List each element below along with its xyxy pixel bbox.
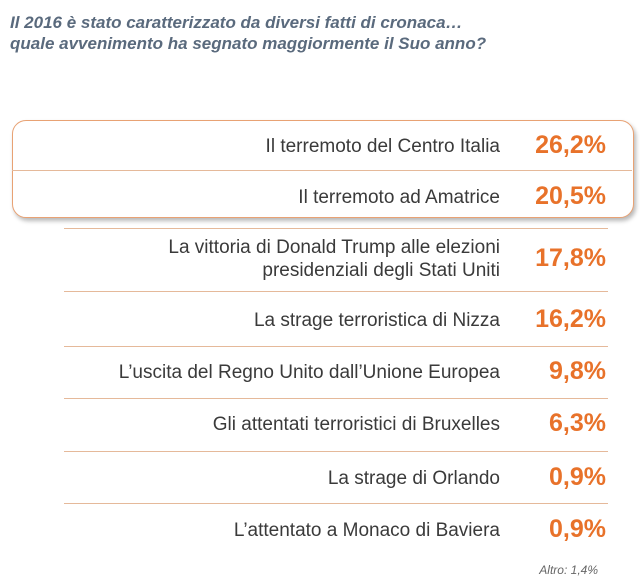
result-label: La vittoria di Donald Trump alle elezion… [168,236,500,282]
result-label: La strage di Orlando [328,467,500,490]
row-divider [64,228,608,229]
result-label-line: Il terremoto ad Amatrice [298,186,500,208]
question-line-1: Il 2016 è stato caratterizzato da divers… [10,13,463,32]
result-label: L’uscita del Regno Unito dall’Unione Eur… [119,361,500,384]
row-divider [64,503,608,504]
result-value: 20,5% [535,182,606,210]
row-divider [64,398,608,399]
result-label-line: La vittoria di Donald Trump alle elezion… [168,237,500,258]
result-value: 16,2% [535,305,606,333]
result-label: La strage terroristica di Nizza [254,309,500,332]
row-divider [64,291,608,292]
result-value: 0,9% [549,463,606,491]
question-line-2: quale avvenimento ha segnato maggiorment… [10,34,487,53]
result-label-line: L’uscita del Regno Unito dall’Unione Eur… [118,361,500,383]
result-label-line: Gli attentati terroristici di Bruxelles [212,413,500,435]
result-value: 26,2% [535,131,606,159]
result-value: 9,8% [549,357,606,385]
question-title: Il 2016 è stato caratterizzato da divers… [10,12,630,54]
result-label-line: Il terremoto del Centro Italia [265,135,500,157]
result-value: 17,8% [535,244,606,272]
row-divider [64,451,608,452]
highlight-box [12,120,634,218]
result-label: Il terremoto del Centro Italia [266,135,500,158]
row-divider [12,170,632,171]
result-label-line: La strage di Orlando [327,467,500,489]
result-value: 6,3% [549,409,606,437]
row-divider [64,346,608,347]
result-value: 0,9% [549,515,606,543]
result-label-line: La strage terroristica di Nizza [253,309,500,331]
result-label: L’attentato a Monaco di Baviera [234,519,500,542]
result-label: Il terremoto ad Amatrice [298,186,500,209]
other-note: Altro: 1,4% [539,563,598,577]
result-label-line: L’attentato a Monaco di Baviera [233,519,500,541]
result-label: Gli attentati terroristici di Bruxelles [213,413,500,436]
result-label-line: presidenziali degli Stati Uniti [262,260,500,281]
